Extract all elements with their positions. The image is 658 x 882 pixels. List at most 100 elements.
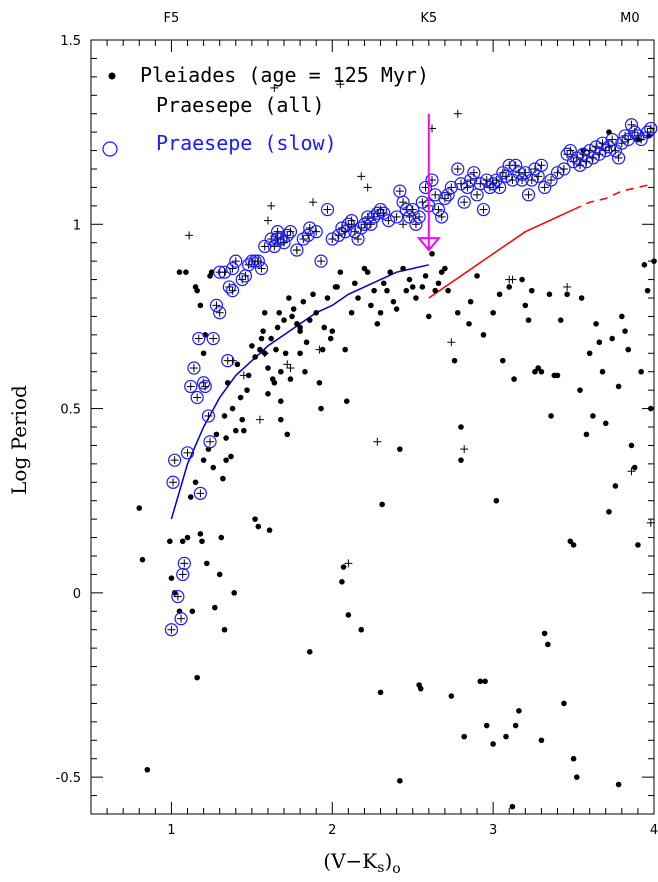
pleiades-point	[467, 298, 474, 305]
slow-circle	[640, 125, 655, 139]
pleiades-point	[303, 339, 310, 346]
pleiades-point	[490, 741, 496, 747]
pleiades-point	[371, 287, 377, 294]
pleiades-point	[397, 778, 403, 784]
slow-circle	[309, 225, 323, 239]
praesepe-slow-point	[320, 202, 335, 217]
pleiades-point	[525, 317, 532, 323]
y-tick-label: 0.5	[60, 403, 81, 418]
pleiades-point	[232, 427, 239, 434]
pleiades-point	[422, 273, 429, 279]
pleiades-point	[278, 368, 284, 375]
slow-circle	[193, 486, 207, 500]
praesepe-slow-point	[174, 612, 188, 626]
pleiades-point	[239, 416, 246, 423]
slow-circle	[225, 284, 240, 298]
slow-circle	[168, 453, 182, 467]
pleiades-point	[313, 309, 320, 316]
pleiades-point	[511, 376, 517, 382]
pleiades-point	[223, 435, 229, 441]
praesepe-slow-point	[229, 254, 243, 268]
slow-circle	[409, 217, 423, 231]
slow-circle	[229, 254, 243, 268]
x-tick-label: 1	[167, 823, 175, 838]
pleiades-point	[538, 368, 545, 375]
pleiades-point	[321, 324, 328, 331]
pleiades-point	[274, 324, 281, 331]
pleiades-point	[493, 497, 500, 504]
praesepe-point	[357, 172, 366, 181]
praesepe-slow-point	[206, 331, 220, 346]
pleiades-point	[316, 379, 323, 386]
slow-circle	[201, 409, 216, 423]
pleiades-point	[417, 685, 424, 692]
pleiades-point	[458, 424, 464, 430]
pleiades-point	[429, 250, 435, 257]
slow-circle	[221, 354, 235, 368]
praesepe-slow-point	[192, 331, 206, 346]
praesepe-point	[308, 198, 317, 207]
praesepe-slow-point	[280, 228, 294, 242]
praesepe-slow-point	[314, 254, 328, 268]
pleiades-point	[451, 357, 458, 364]
pleiades-point	[221, 413, 228, 419]
pleiades-point	[628, 442, 635, 449]
pleiades-point	[213, 431, 220, 438]
pleiades-point	[454, 309, 461, 316]
pleiades-point	[255, 523, 262, 530]
praesepe-point	[239, 371, 248, 380]
pleiades-point	[187, 494, 194, 500]
pleiades-point	[609, 335, 615, 342]
praesepe-slow-point	[435, 210, 449, 224]
pleiades-point	[522, 302, 529, 309]
x-tick-label: 3	[489, 823, 497, 838]
legend-circle-marker	[102, 141, 118, 157]
plot-frame: 1 2 3 4 -0.5 0 0.5 1 1.5	[56, 34, 658, 838]
pleiades-point	[512, 722, 519, 729]
pleiades-point	[334, 284, 340, 290]
slow-circle	[184, 379, 198, 394]
pleiades-point	[257, 346, 263, 353]
pleiades-point	[496, 291, 503, 298]
pleiades-point	[200, 350, 207, 357]
legend-item: Praesepe (slow)	[102, 131, 337, 157]
pleiades-point	[221, 626, 228, 633]
pleiades-point	[403, 287, 410, 294]
slow-circle	[314, 254, 328, 268]
pleiades-point	[340, 564, 347, 570]
pleiades-point	[644, 287, 651, 294]
pleiades-point	[532, 368, 538, 375]
slow-circle	[631, 129, 645, 143]
praesepe-point	[373, 437, 382, 446]
praesepe-point	[263, 216, 272, 225]
pleiades-point	[358, 626, 365, 633]
x-axis-title-main: (V−K	[323, 849, 378, 873]
pleiades-point	[266, 527, 273, 533]
pleiades-point	[189, 608, 196, 615]
pleiades-point	[400, 265, 406, 272]
pleiades-point	[599, 368, 606, 375]
slow-circle	[364, 217, 378, 231]
pleiades-point	[194, 287, 200, 294]
pleiades-point	[647, 405, 654, 412]
pleiades-point	[384, 287, 390, 294]
pleiades-point	[426, 313, 432, 320]
pleiades-point	[258, 335, 265, 342]
pleiades-point	[545, 641, 551, 648]
pleiades-point	[564, 291, 570, 298]
pleiades-point	[438, 269, 445, 276]
x-axis-title-sub1: s	[377, 860, 384, 876]
pleiades-point	[284, 431, 291, 438]
pleiades-point	[167, 538, 173, 545]
fit-curve	[428, 208, 574, 299]
legend-item: Praesepe (all)	[156, 93, 325, 117]
praesepe-point	[460, 445, 469, 454]
pleiades-point	[377, 309, 384, 316]
pleiades-point	[622, 328, 628, 334]
praesepe-slow-point	[180, 446, 195, 460]
praesepe-slow-point	[309, 225, 323, 239]
pleiades-point	[573, 774, 580, 780]
legend-label: Praesepe (all)	[156, 93, 325, 117]
pleiades-point	[223, 457, 229, 463]
